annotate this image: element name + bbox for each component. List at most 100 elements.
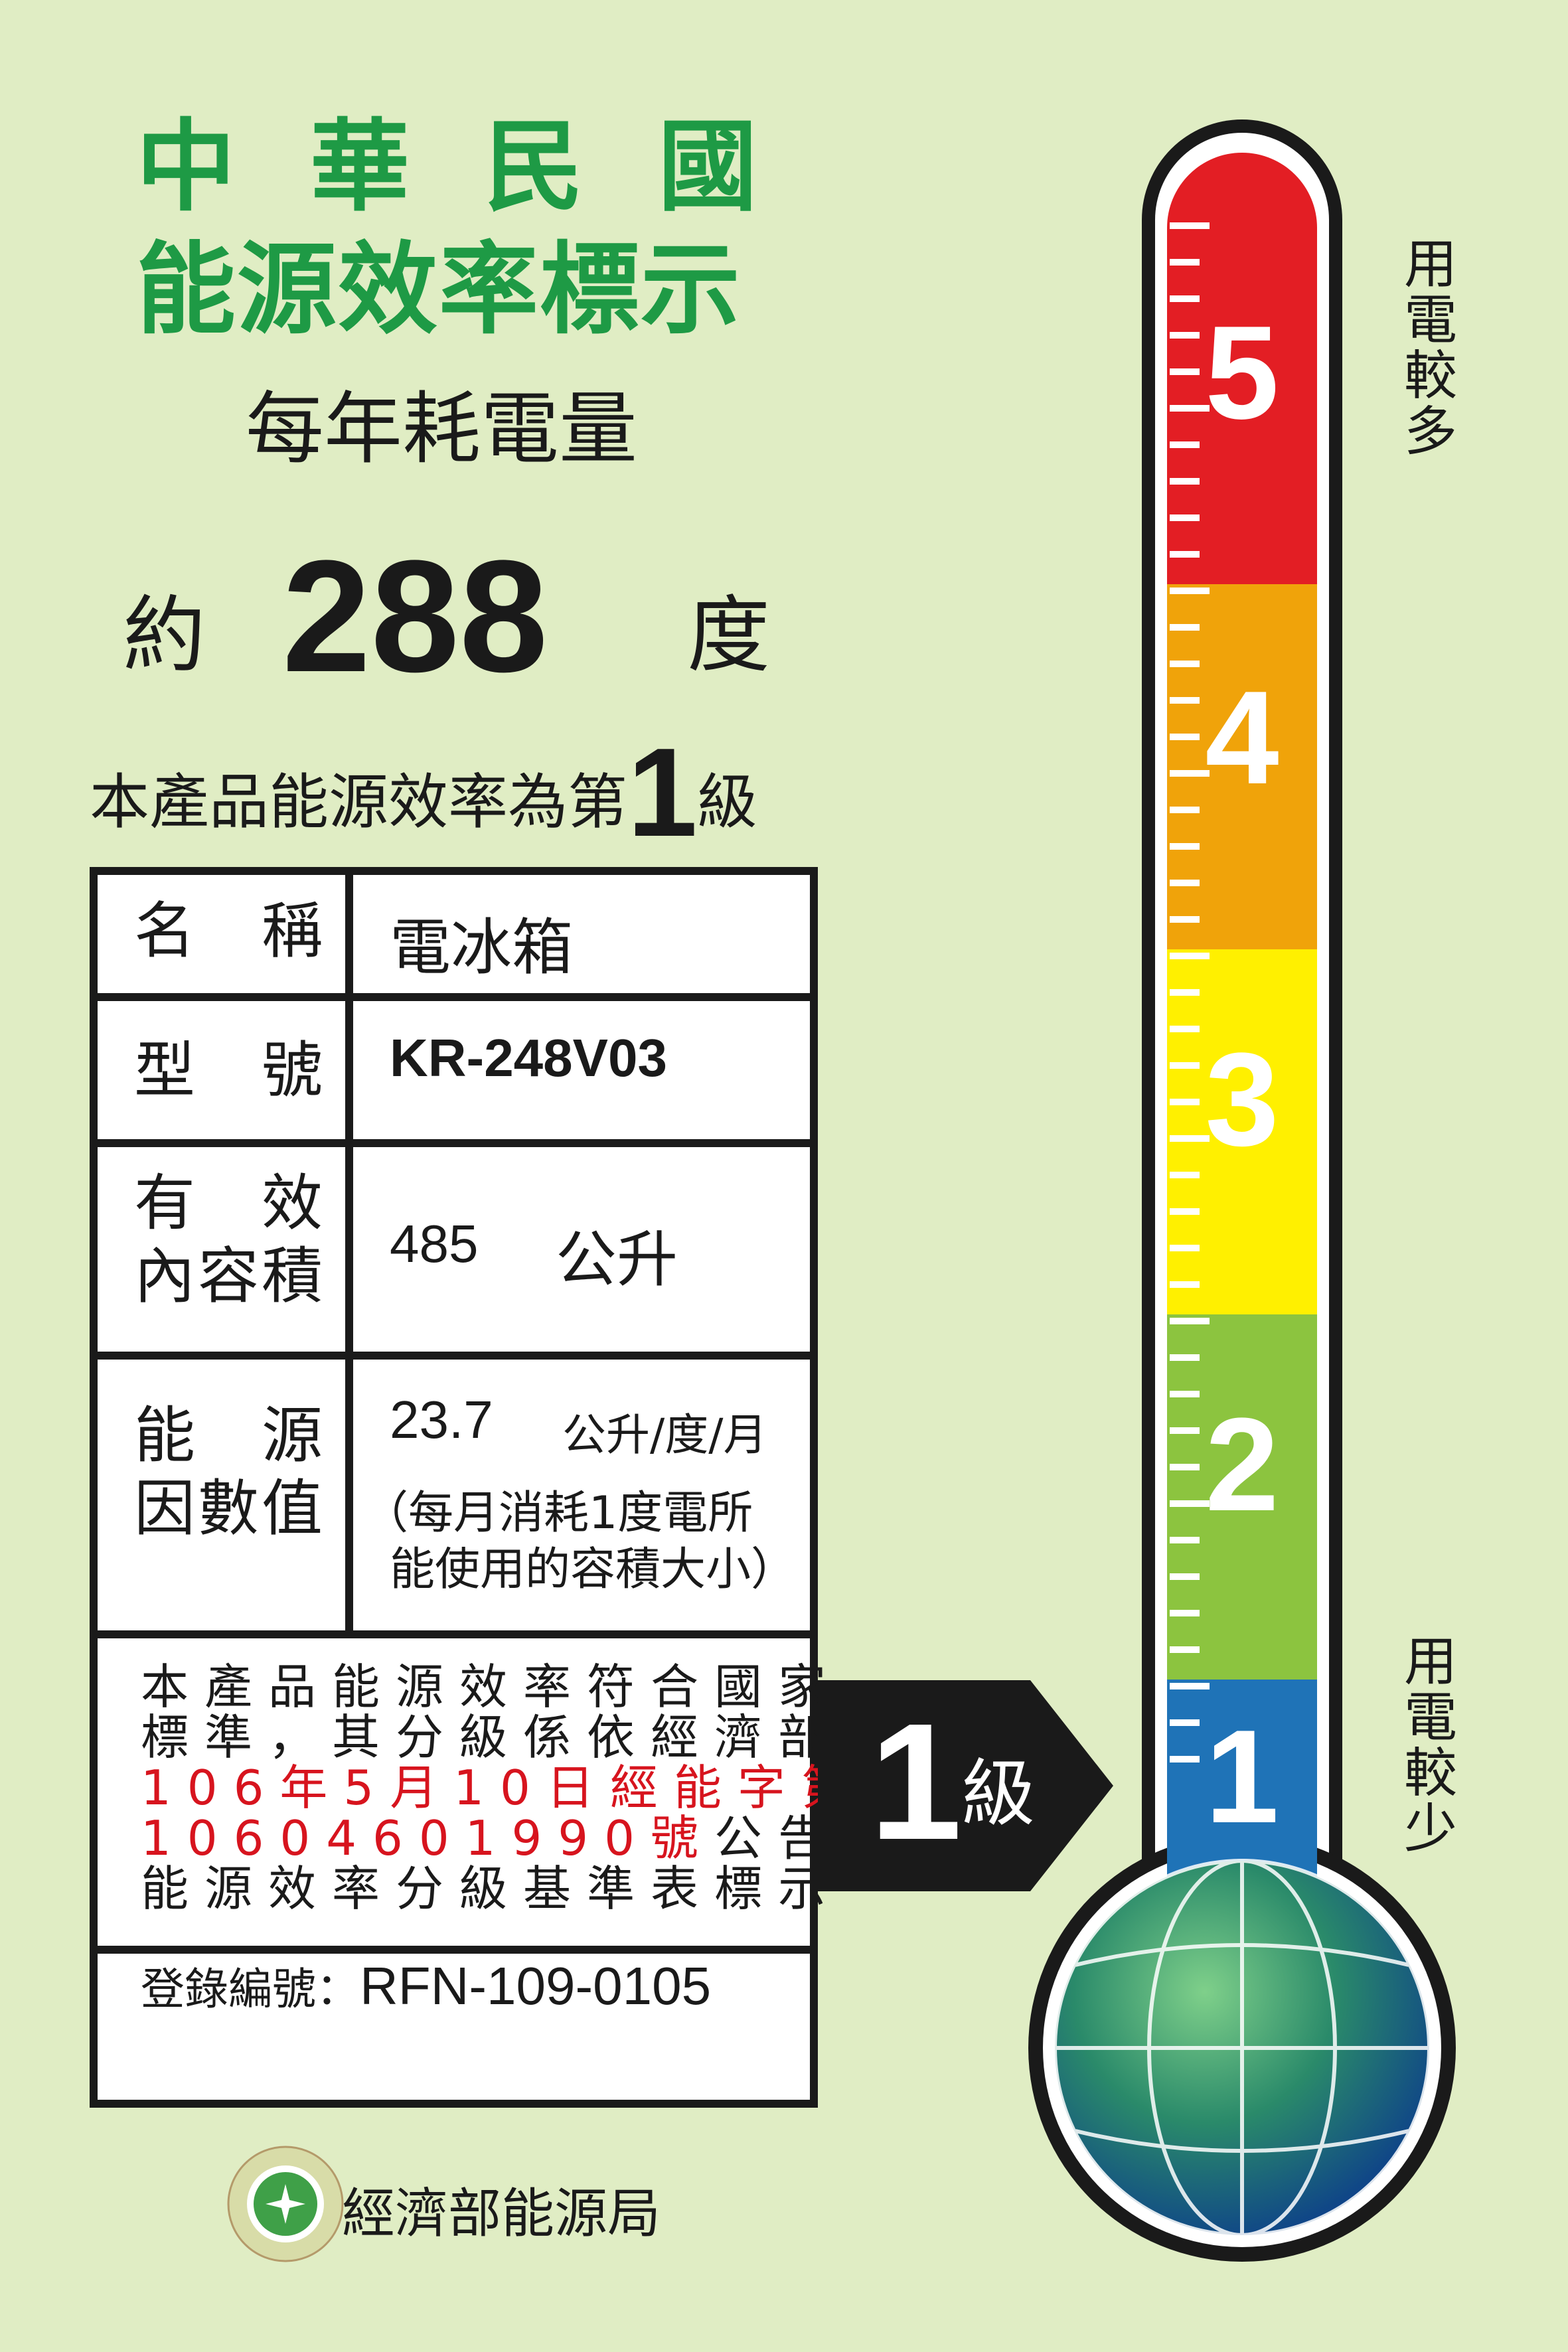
row-model: 型 號 KR-248V03 [98, 1001, 810, 1147]
scale-tick [1170, 405, 1210, 412]
scale-tick [1170, 1135, 1210, 1142]
factor-unit: 公升/度/月 [562, 1409, 767, 1460]
consumption-unit: 度 [687, 588, 770, 684]
arrow-suffix: 級 [962, 1751, 1036, 1836]
scale-tick [1170, 624, 1200, 631]
scale-tick [1170, 843, 1200, 850]
scale-tick [1170, 1427, 1200, 1434]
consumption-prefix: 約 [123, 588, 206, 684]
title-label: 能源效率標示 [136, 232, 742, 348]
scale-tick [1170, 1537, 1200, 1543]
factor-label-2: 因數值 [134, 1473, 326, 1544]
scale-tick [1170, 734, 1200, 740]
arrow-grade: 1 [870, 1689, 963, 1874]
scale-tick [1170, 1172, 1200, 1178]
notice-text: 本產品能源效率符合國家 標準，其分級係依經濟部 106年5月10日經能字第 10… [141, 1662, 905, 1914]
volume-value: 485 [390, 1214, 479, 1273]
scale-tick [1170, 1245, 1200, 1251]
volume-label-2: 內容積 [134, 1241, 326, 1312]
name-label: 名 稱 [98, 875, 353, 993]
scale-tick [1170, 1062, 1200, 1069]
level-4-segment [1167, 584, 1317, 949]
scale-tick [1170, 1354, 1200, 1361]
scale-tick [1170, 295, 1200, 302]
scale-tick [1170, 1464, 1200, 1470]
scale-tick [1170, 222, 1210, 229]
scale-tick [1170, 1500, 1210, 1507]
scale-tick [1170, 661, 1200, 667]
scale-tick [1170, 514, 1200, 521]
bureau-of-energy-logo [227, 2146, 344, 2262]
registration: 登錄編號：RFN-109-0105 [141, 1954, 711, 2017]
scale-tick [1170, 916, 1200, 923]
name-value: 電冰箱 [390, 912, 574, 983]
factor-label: 能 源因數值 [98, 1360, 353, 1630]
volume-unit: 公升 [556, 1224, 678, 1295]
scale-tick [1170, 1646, 1200, 1653]
notice-line: 本產品能源效率符合國家 [141, 1659, 842, 1715]
scale-tick [1170, 1683, 1210, 1689]
bureau-of-energy-name: 經濟部能源局 [342, 2183, 661, 2244]
scale-tick [1170, 551, 1200, 558]
scale-tick [1170, 1208, 1200, 1215]
notice-line: 標準，其分級係依經濟部 [141, 1709, 842, 1765]
scale-tick [1170, 1719, 1200, 1726]
model-value: KR-248V03 [390, 1028, 668, 1087]
scale-tick [1170, 1099, 1200, 1105]
scale-tick [1170, 1391, 1200, 1397]
grade-statement: 本產品能源效率為第1級 [90, 720, 757, 865]
scale-tick [1170, 1026, 1200, 1032]
scale-tick [1170, 478, 1200, 485]
scale-tick [1170, 1318, 1210, 1324]
scale-tick [1170, 1756, 1200, 1763]
thermometer-scale: 5 4 3 2 1 [1028, 119, 1456, 2262]
level-5: 5 [1205, 299, 1279, 447]
grade-arrow [818, 1680, 1113, 1891]
notice-announcement-number: 10604601990號 [141, 1810, 714, 1866]
factor-note-2: 能使用的容積大小） [390, 1543, 797, 1596]
grade-text: 本產品能源效率為第 [90, 767, 627, 837]
scale-tick [1170, 1573, 1200, 1580]
volume-label: 有 效內容積 [98, 1147, 353, 1352]
scale-tick [1170, 259, 1200, 266]
level-4: 4 [1205, 664, 1279, 812]
level-2: 2 [1205, 1391, 1279, 1539]
consumption-value: 288 [282, 527, 548, 705]
grade-number: 1 [627, 722, 698, 863]
scale-tick [1170, 1610, 1200, 1616]
more-electricity-label: 用電較多 [1395, 236, 1457, 459]
scale-tick [1170, 697, 1200, 704]
grade-suffix: 級 [697, 767, 757, 837]
scale-tick [1170, 441, 1200, 448]
spec-table: 名 稱 電冰箱 型 號 KR-248V03 有 效內容積 485 公升 能 源因… [90, 867, 890, 2108]
model-label: 型 號 [98, 1001, 353, 1139]
less-electricity-label: 用電較少 [1395, 1633, 1457, 1856]
volume-label-1: 有 效 [134, 1168, 326, 1239]
row-volume: 有 效內容積 485 公升 [98, 1147, 810, 1360]
scale-tick [1170, 880, 1200, 886]
factor-value: 23.7 [390, 1390, 493, 1449]
scale-tick [1170, 332, 1200, 339]
factor-label-1: 能 源 [134, 1400, 326, 1471]
scale-tick [1170, 588, 1210, 594]
factor-note-1: （每月消耗1度電所 [363, 1487, 753, 1539]
grade-arrow-label: 1級 [870, 1686, 1035, 1877]
row-energy-factor: 能 源因數值 23.7 公升/度/月 （每月消耗1度電所 能使用的容積大小） [98, 1360, 810, 1638]
row-name: 名 稱 電冰箱 [98, 875, 810, 1001]
scale-tick [1170, 989, 1200, 996]
level-3-segment [1167, 949, 1317, 1314]
title-country: 中華民國 [136, 110, 832, 225]
scale-tick [1170, 807, 1200, 813]
scale-tick [1170, 953, 1210, 959]
scale-tick [1170, 770, 1210, 777]
notice-line-red: 106年5月10日經能字第 [141, 1760, 865, 1816]
registration-number: RFN-109-0105 [360, 1956, 712, 2015]
level-3: 3 [1205, 1026, 1279, 1174]
notice-line: 能源效率分級基準表標示 [141, 1861, 842, 1917]
level-1: 1 [1205, 1703, 1279, 1851]
registration-label: 登錄編號： [141, 1964, 360, 2015]
scale-tick [1170, 1281, 1200, 1288]
scale-tick [1170, 368, 1200, 375]
row-notice: 本產品能源效率符合國家 標準，其分級係依經濟部 106年5月10日經能字第 10… [98, 1638, 890, 1954]
level-2-segment [1167, 1314, 1317, 1680]
